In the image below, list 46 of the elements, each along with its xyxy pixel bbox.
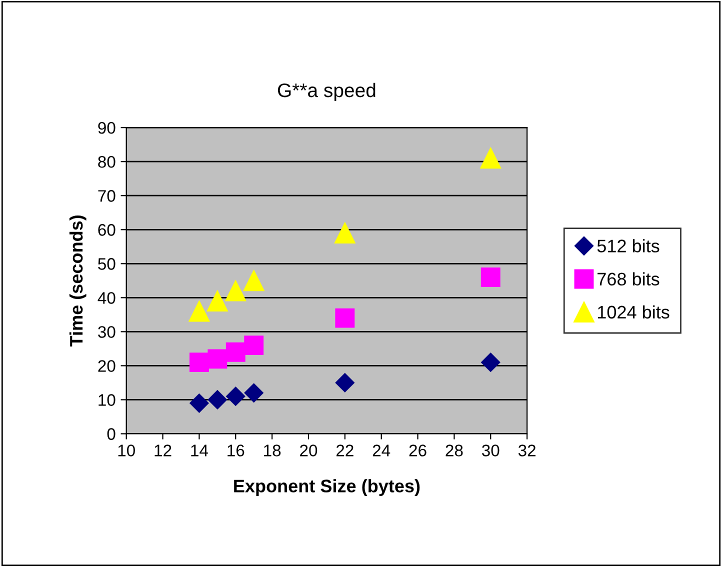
- x-tick-label: 14: [191, 444, 208, 456]
- point: [188, 300, 210, 322]
- point: [243, 270, 264, 292]
- legend-label: 1024 bits: [598, 305, 670, 319]
- y-tick-label: 30: [98, 326, 116, 338]
- y-tick-label: 0: [107, 428, 116, 440]
- x-tick-label: 12: [154, 444, 172, 456]
- point: [226, 342, 246, 362]
- x-tick-label: 20: [300, 444, 318, 456]
- point: [226, 386, 246, 406]
- point: [480, 268, 500, 287]
- point: [334, 222, 356, 244]
- point: [335, 373, 354, 392]
- point: [335, 308, 355, 328]
- point: [207, 290, 228, 312]
- point: [244, 336, 264, 356]
- legend-label: 768 bits: [598, 272, 660, 286]
- point: [480, 148, 502, 169]
- x-tick-label: 26: [409, 444, 426, 456]
- x-tick-label: 10: [118, 444, 135, 456]
- y-axis-title: Time (seconds): [69, 215, 86, 347]
- x-tick-label: 22: [336, 444, 354, 456]
- y-tick-label: 40: [98, 292, 116, 304]
- y-tick-label: 50: [98, 258, 116, 270]
- x-axis-title: Exponent Size (bytes): [234, 479, 420, 496]
- legend-label: 512 bits: [597, 239, 660, 252]
- y-tick-label: 80: [98, 156, 116, 168]
- x-tick-label: 28: [446, 444, 463, 456]
- y-tick-label: 60: [98, 224, 116, 236]
- x-tick-label: 16: [228, 444, 244, 456]
- point: [481, 352, 500, 372]
- point: [189, 352, 209, 372]
- y-tick-label: 20: [98, 360, 116, 372]
- point: [208, 390, 227, 410]
- point: [225, 280, 246, 302]
- point: [208, 349, 228, 369]
- point: [244, 383, 264, 402]
- x-tick-label: 24: [372, 444, 390, 456]
- y-tick-label: 90: [98, 122, 116, 134]
- point: [190, 394, 209, 413]
- x-tick-label: 32: [518, 444, 536, 456]
- chart-title: G**a speed: [278, 82, 376, 102]
- x-tick-label: 30: [482, 444, 500, 456]
- y-tick-label: 10: [98, 394, 116, 406]
- y-tick-label: 70: [98, 190, 116, 202]
- x-tick-label: 18: [264, 444, 281, 456]
